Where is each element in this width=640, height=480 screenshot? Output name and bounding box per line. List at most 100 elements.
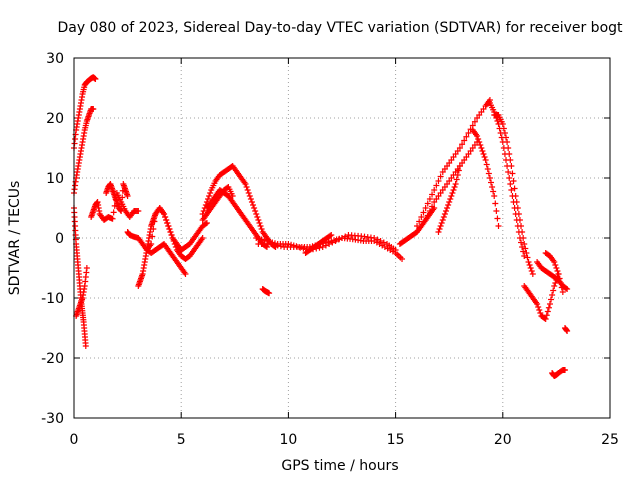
data-point bbox=[326, 241, 333, 247]
data-point bbox=[514, 205, 521, 211]
data-point bbox=[437, 173, 444, 180]
data-point bbox=[521, 241, 528, 247]
data-point bbox=[297, 244, 304, 251]
data-point bbox=[445, 202, 452, 208]
data-point bbox=[510, 178, 517, 184]
data-point bbox=[551, 283, 558, 289]
data-point bbox=[551, 259, 558, 265]
data-point bbox=[486, 175, 493, 181]
data-point bbox=[549, 292, 556, 298]
data-point bbox=[491, 193, 498, 199]
data-point bbox=[564, 286, 571, 292]
data-point bbox=[554, 268, 561, 274]
data-point bbox=[165, 223, 172, 229]
data-point bbox=[471, 118, 478, 125]
series-track_03_05_mid bbox=[143, 241, 189, 277]
data-point bbox=[163, 217, 170, 223]
axis-ticks: 0 5 10 15 20 25 -30 -20 -10 0 10 20 30 bbox=[41, 51, 619, 448]
data-point bbox=[450, 187, 457, 193]
data-point bbox=[552, 262, 559, 268]
data-points bbox=[71, 74, 571, 379]
chart-title: Day 080 of 2023, Sidereal Day-to-day VTE… bbox=[57, 20, 623, 36]
data-point bbox=[544, 308, 551, 315]
data-point bbox=[506, 151, 513, 157]
data-point bbox=[118, 201, 125, 208]
data-point bbox=[322, 242, 329, 249]
data-point bbox=[332, 238, 339, 244]
x-tick-label: 10 bbox=[279, 432, 297, 448]
data-point bbox=[426, 208, 433, 214]
x-tick-label: 25 bbox=[601, 432, 619, 448]
data-point bbox=[465, 130, 472, 136]
data-point bbox=[492, 200, 499, 207]
data-point bbox=[501, 130, 508, 136]
data-point bbox=[552, 280, 559, 286]
series-track_00_01_low bbox=[73, 265, 90, 319]
data-point bbox=[550, 287, 557, 294]
data-point bbox=[534, 301, 541, 307]
data-point bbox=[245, 190, 252, 196]
data-point bbox=[82, 343, 89, 349]
data-point bbox=[543, 312, 550, 319]
data-point bbox=[475, 136, 482, 142]
x-tick-label: 5 bbox=[177, 432, 186, 448]
data-point bbox=[424, 212, 431, 219]
series-track_21_23_b bbox=[534, 259, 571, 292]
x-tick-label: 15 bbox=[387, 432, 405, 448]
x-tick-label: 0 bbox=[70, 432, 79, 448]
data-point bbox=[172, 244, 179, 250]
data-point bbox=[524, 254, 531, 261]
data-point bbox=[251, 205, 258, 211]
data-point bbox=[499, 121, 506, 127]
data-point bbox=[328, 232, 335, 238]
data-point bbox=[555, 271, 562, 277]
data-point bbox=[477, 142, 484, 148]
data-point bbox=[439, 217, 446, 223]
data-point bbox=[118, 208, 125, 214]
series-track_17_18_pts bbox=[435, 163, 463, 235]
data-point bbox=[422, 205, 429, 211]
data-point bbox=[438, 220, 445, 226]
data-point bbox=[451, 184, 458, 190]
data-point bbox=[444, 205, 451, 211]
data-point bbox=[456, 145, 463, 151]
data-point bbox=[377, 238, 384, 244]
data-point bbox=[424, 200, 431, 207]
data-point bbox=[166, 226, 173, 232]
y-tick-label: 30 bbox=[46, 51, 64, 67]
data-point bbox=[459, 141, 466, 148]
data-point bbox=[495, 223, 502, 229]
data-point bbox=[455, 167, 462, 174]
data-point bbox=[453, 176, 460, 183]
data-point bbox=[548, 296, 555, 303]
series-track_06_08_lo bbox=[199, 184, 236, 223]
data-point bbox=[342, 233, 349, 240]
data-point bbox=[182, 271, 189, 277]
plot-frame bbox=[73, 57, 611, 419]
data-point bbox=[229, 193, 236, 199]
data-point bbox=[170, 238, 177, 244]
data-point bbox=[335, 236, 342, 243]
data-point bbox=[546, 301, 553, 307]
data-point bbox=[449, 190, 456, 196]
data-point bbox=[109, 215, 116, 222]
data-point bbox=[171, 241, 178, 247]
data-point bbox=[431, 187, 438, 193]
data-point bbox=[440, 214, 447, 220]
data-point bbox=[124, 193, 131, 199]
data-point bbox=[374, 236, 381, 243]
data-point bbox=[300, 245, 307, 252]
data-point bbox=[508, 187, 515, 193]
data-point bbox=[564, 328, 571, 334]
data-point bbox=[519, 229, 526, 235]
data-point bbox=[256, 220, 263, 226]
series-track_16_19_rise_b bbox=[422, 139, 481, 223]
data-point bbox=[164, 220, 171, 226]
data-point bbox=[200, 208, 207, 214]
data-point bbox=[513, 199, 520, 205]
data-point bbox=[447, 196, 454, 202]
data-point bbox=[518, 223, 525, 229]
data-point bbox=[494, 118, 501, 124]
data-point bbox=[254, 214, 261, 220]
data-point bbox=[161, 211, 168, 217]
